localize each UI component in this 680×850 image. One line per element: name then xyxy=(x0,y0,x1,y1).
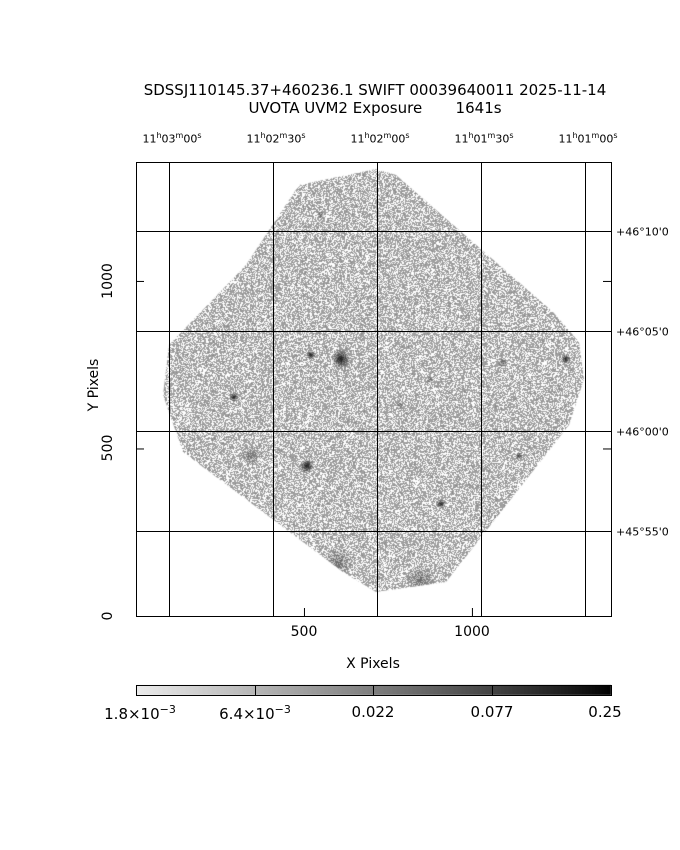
colorbar-label: 6.4×10−3 xyxy=(219,703,291,723)
y-axis-label: Y Pixels xyxy=(86,358,102,412)
y-tick-label: 0 xyxy=(100,611,116,621)
colorbar-label: 1.8×10−3 xyxy=(104,703,176,723)
ra-tick-label: 11h01m30s xyxy=(454,131,514,146)
colorbar-label: 0.077 xyxy=(470,703,514,721)
y-tick-label: 500 xyxy=(100,434,116,462)
ra-tick-label: 11h02m00s xyxy=(350,131,410,146)
dec-tick-label: +46°10'0 xyxy=(616,225,669,239)
colorbar-label: 0.25 xyxy=(588,703,622,721)
chart-subtitle: UVOTA UVM2 Exposure 1641s xyxy=(248,99,502,117)
dec-tick-label: +46°00'0 xyxy=(616,425,669,439)
colorbar-label: 0.022 xyxy=(351,703,395,721)
plot-border xyxy=(136,162,612,617)
dec-tick-label: +46°05'0 xyxy=(616,325,669,339)
dec-tick-label: +45°55'0 xyxy=(616,525,669,539)
ra-tick-label: 11h03m00s xyxy=(142,131,202,146)
x-tick-label: 1000 xyxy=(454,624,490,640)
x-axis-label: X Pixels xyxy=(346,656,400,672)
x-tick-label: 500 xyxy=(290,624,318,640)
ra-tick-label: 11h02m30s xyxy=(246,131,306,146)
ra-tick-label: 11h01m00s xyxy=(558,131,618,146)
y-tick-label: 1000 xyxy=(100,263,116,299)
chart-title: SDSSJ110145.37+460236.1 SWIFT 0003964001… xyxy=(143,81,607,99)
